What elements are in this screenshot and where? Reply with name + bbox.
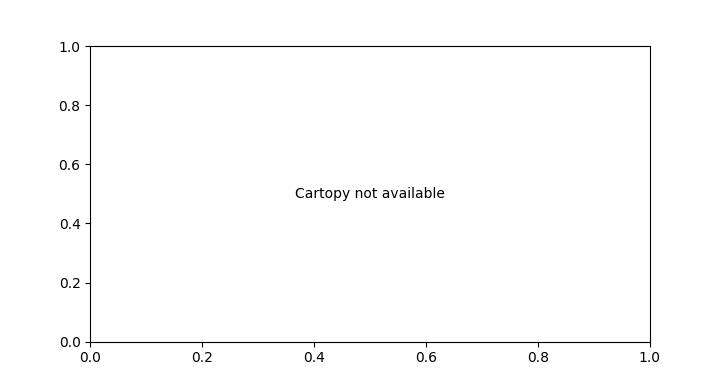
Text: Cartopy not available: Cartopy not available [295, 187, 445, 201]
